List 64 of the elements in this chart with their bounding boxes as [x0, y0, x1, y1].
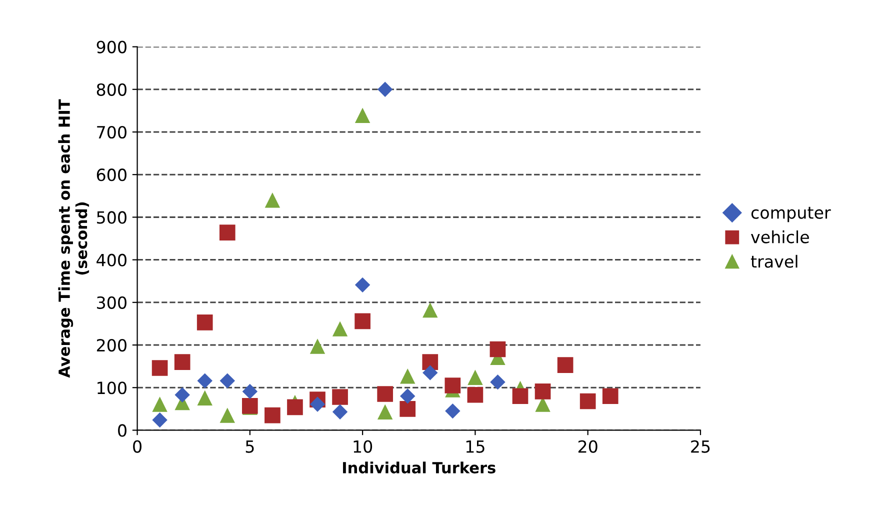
- y-tick-label: 800: [96, 83, 126, 96]
- point: [422, 302, 438, 318]
- y-tick-label: 900: [96, 40, 126, 54]
- x-tick-label: 25: [691, 440, 710, 453]
- legend-label: travel: [750, 254, 798, 268]
- x-tick-label: 0: [133, 440, 142, 453]
- x-tick-label: 10: [354, 440, 372, 453]
- point: [197, 390, 212, 406]
- point: [444, 378, 461, 394]
- point: [512, 388, 528, 404]
- point: [534, 384, 551, 400]
- point: [152, 396, 168, 412]
- point: [264, 192, 280, 208]
- point: [377, 404, 393, 420]
- point: [467, 386, 484, 403]
- point: [332, 321, 348, 336]
- y-tick-label: 500: [97, 211, 126, 224]
- y-axis-title: Average Time spent on each HIT (second): [58, 99, 90, 378]
- point: [354, 277, 370, 293]
- point: [220, 408, 235, 423]
- point: [310, 396, 326, 412]
- point: [332, 389, 348, 405]
- point: [377, 386, 394, 402]
- point: [422, 354, 438, 370]
- y-tick-label: 100: [98, 382, 126, 394]
- point: [400, 388, 416, 404]
- point: [310, 338, 326, 354]
- y-tick-label: 200: [96, 338, 126, 352]
- point: [197, 373, 212, 388]
- point: [400, 368, 416, 384]
- point: [468, 370, 483, 385]
- point: [400, 400, 416, 417]
- point: [152, 412, 168, 428]
- x-tick-label: 5: [246, 440, 254, 453]
- legend-label: computer: [751, 206, 831, 222]
- legend-label: vehicle: [750, 230, 809, 244]
- point: [220, 373, 235, 388]
- point: [196, 314, 213, 330]
- x-tick-label: 20: [578, 440, 598, 453]
- point: [490, 341, 506, 358]
- point: [264, 407, 280, 424]
- point: [354, 108, 370, 123]
- point: [557, 357, 574, 373]
- point: [332, 404, 348, 420]
- point: [219, 224, 236, 240]
- point: [354, 313, 370, 330]
- point: [490, 374, 506, 390]
- y-tick-label: 0: [118, 424, 126, 437]
- point: [174, 354, 190, 370]
- x-tick-label: 15: [466, 440, 484, 453]
- y-tick-label: 700: [97, 126, 126, 139]
- point: [377, 82, 393, 97]
- point: [445, 403, 460, 419]
- y-tick-label: 300: [97, 296, 126, 309]
- y-tick-label: 600: [96, 168, 126, 182]
- point: [287, 399, 303, 416]
- point: [242, 384, 258, 400]
- x-axis-title: Individual Turkers: [343, 462, 496, 474]
- point: [580, 393, 596, 410]
- point: [602, 388, 618, 404]
- point: [422, 365, 438, 380]
- point: [174, 387, 190, 402]
- y-tick-label: 400: [96, 254, 126, 266]
- point: [152, 360, 168, 376]
